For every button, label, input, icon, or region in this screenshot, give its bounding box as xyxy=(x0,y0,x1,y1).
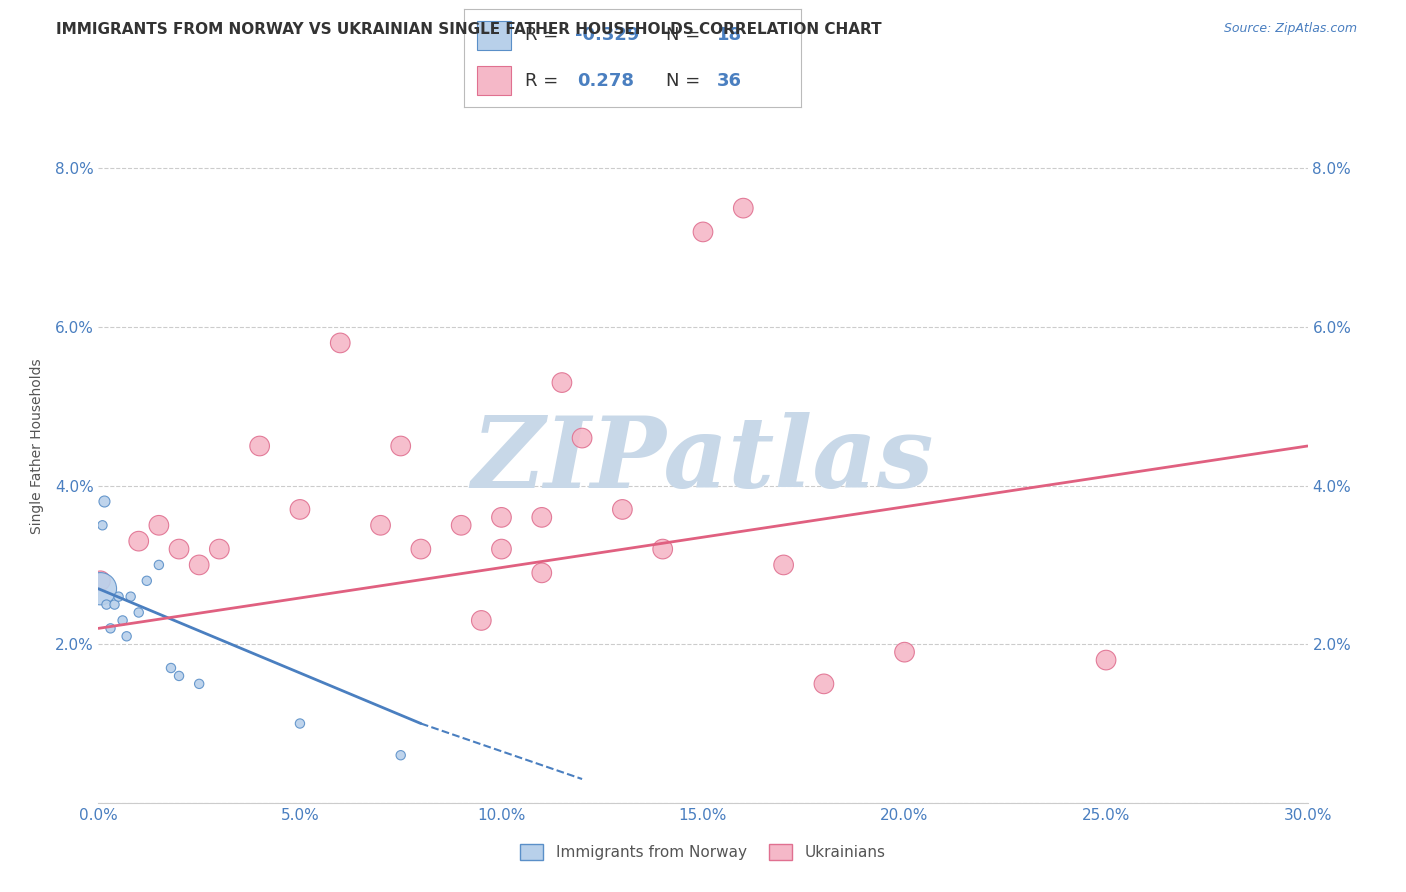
Point xyxy=(135,574,157,588)
Point xyxy=(470,614,492,628)
Point xyxy=(530,566,553,580)
Point xyxy=(96,598,118,612)
Point xyxy=(188,677,211,691)
Point xyxy=(288,716,311,731)
Point xyxy=(89,574,111,588)
Legend: Immigrants from Norway, Ukrainians: Immigrants from Norway, Ukrainians xyxy=(515,838,891,866)
Point xyxy=(107,590,129,604)
Point xyxy=(148,558,170,572)
Point xyxy=(120,590,142,604)
Text: 36: 36 xyxy=(717,71,742,89)
Point xyxy=(409,542,432,557)
Text: 0.278: 0.278 xyxy=(576,71,634,89)
Point xyxy=(733,201,755,215)
Point xyxy=(389,748,412,763)
Point xyxy=(148,518,170,533)
Point xyxy=(111,614,134,628)
Point xyxy=(612,502,634,516)
Point xyxy=(571,431,593,445)
Point xyxy=(389,439,412,453)
Point xyxy=(100,621,122,635)
Point xyxy=(103,598,125,612)
Y-axis label: Single Father Households: Single Father Households xyxy=(30,359,44,533)
Point xyxy=(249,439,271,453)
Point xyxy=(89,582,111,596)
Point xyxy=(491,542,513,557)
Point xyxy=(651,542,673,557)
Text: Source: ZipAtlas.com: Source: ZipAtlas.com xyxy=(1223,22,1357,36)
Point xyxy=(1095,653,1118,667)
Point xyxy=(491,510,513,524)
Text: 18: 18 xyxy=(717,27,742,45)
Point xyxy=(772,558,794,572)
FancyBboxPatch shape xyxy=(478,66,512,95)
Point xyxy=(551,376,574,390)
Point xyxy=(167,542,190,557)
Text: R =: R = xyxy=(524,27,564,45)
Text: IMMIGRANTS FROM NORWAY VS UKRAINIAN SINGLE FATHER HOUSEHOLDS CORRELATION CHART: IMMIGRANTS FROM NORWAY VS UKRAINIAN SING… xyxy=(56,22,882,37)
Point xyxy=(813,677,835,691)
Point xyxy=(329,335,352,350)
Point xyxy=(91,518,114,533)
Point xyxy=(128,534,150,549)
Text: N =: N = xyxy=(666,27,706,45)
Point xyxy=(160,661,183,675)
Text: R =: R = xyxy=(524,71,569,89)
Text: ZIPatlas: ZIPatlas xyxy=(472,412,934,508)
Point xyxy=(370,518,392,533)
Point xyxy=(893,645,915,659)
Point xyxy=(115,629,138,643)
Point xyxy=(692,225,714,239)
Point xyxy=(128,606,150,620)
Point xyxy=(93,494,115,508)
Point xyxy=(167,669,190,683)
Point xyxy=(188,558,211,572)
Point xyxy=(208,542,231,557)
Text: -0.329: -0.329 xyxy=(575,27,640,45)
Point xyxy=(288,502,311,516)
Text: N =: N = xyxy=(666,71,706,89)
FancyBboxPatch shape xyxy=(478,21,512,50)
Point xyxy=(530,510,553,524)
Point xyxy=(450,518,472,533)
